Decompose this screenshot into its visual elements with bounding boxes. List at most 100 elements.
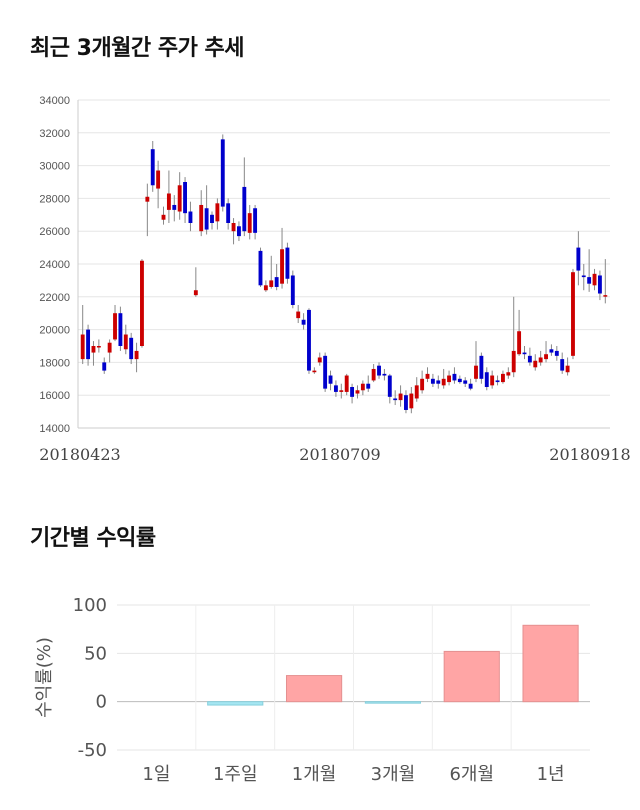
- candle-body: [301, 319, 306, 325]
- candle-body: [377, 365, 381, 376]
- candle-body: [328, 375, 333, 384]
- candle-body: [587, 277, 592, 284]
- candlestick-chart: 14000 16000 18000 20000 22000 24000 26000 28000…: [39, 95, 630, 464]
- candle-body: [156, 170, 161, 189]
- candle-body: [414, 385, 419, 399]
- candle-body: [231, 223, 236, 232]
- return-bar: [443, 650, 500, 703]
- x-tick-label: 1일: [142, 764, 170, 785]
- candle-body: [199, 204, 204, 232]
- candle-body: [517, 331, 522, 355]
- candle-body: [522, 352, 527, 355]
- candle-body: [317, 357, 322, 363]
- y-axis-label: 수익률(%): [34, 637, 55, 718]
- candle-body: [495, 380, 500, 383]
- candle-body: [312, 370, 317, 373]
- candle-body: [80, 334, 85, 360]
- candle-body: [452, 373, 457, 381]
- candle-body: [118, 313, 123, 346]
- y-tick-label: 26000: [39, 226, 70, 238]
- candle-body: [107, 342, 112, 353]
- candle-body: [360, 383, 365, 391]
- x-tick-label: 20180918: [549, 445, 630, 464]
- candle-body: [355, 390, 360, 394]
- candle-body: [96, 346, 101, 348]
- candle-body: [425, 373, 430, 379]
- candle-body: [86, 329, 91, 360]
- candle-body: [581, 275, 586, 278]
- candle-body: [350, 387, 355, 397]
- candle-body: [274, 277, 279, 287]
- candle-body: [183, 182, 188, 214]
- candle-body: [150, 149, 155, 186]
- candle-body: [226, 203, 231, 223]
- y-tick-label: 18000: [39, 357, 70, 369]
- candle-body: [123, 334, 128, 350]
- candle-body: [463, 380, 468, 384]
- candle-body: [220, 139, 225, 207]
- candle-body: [576, 247, 581, 271]
- candle-body: [242, 186, 247, 232]
- y-tick-label: 30000: [39, 161, 70, 173]
- candle-body: [382, 373, 387, 376]
- candle-body: [597, 275, 602, 294]
- candle-body: [565, 365, 570, 373]
- candle-body: [210, 214, 214, 223]
- candle-body: [134, 350, 139, 360]
- candle-body: [113, 313, 117, 340]
- period-return-title: 기간별 수익률: [30, 526, 156, 551]
- candle-body: [285, 247, 290, 279]
- x-tick-label: 6개월: [449, 764, 494, 785]
- candle-body: [409, 393, 414, 409]
- candle-body: [333, 385, 338, 392]
- y-tick-label: 24000: [39, 259, 70, 271]
- y-tick-label: 34000: [39, 95, 70, 107]
- candle-body: [420, 378, 425, 391]
- candle-body: [527, 355, 532, 363]
- x-tick-label: 20180709: [299, 445, 380, 464]
- candle-body: [193, 290, 198, 296]
- y-tick-label: 50: [84, 643, 107, 664]
- candle-body: [145, 196, 150, 202]
- candle-body: [263, 285, 268, 291]
- candle-body: [538, 357, 543, 363]
- candle-body: [253, 208, 258, 233]
- candle-body: [140, 260, 144, 346]
- x-tick-label: 1주일: [213, 764, 258, 785]
- candle-body: [280, 249, 284, 284]
- candle-body: [215, 203, 220, 222]
- candle-body: [172, 204, 177, 210]
- candle-body: [554, 350, 559, 356]
- candle-body: [468, 383, 473, 389]
- candle-body: [323, 355, 328, 389]
- candle-body: [533, 360, 538, 368]
- return-bar: [207, 701, 264, 706]
- y-tick-label: 100: [73, 595, 107, 616]
- candle-body: [506, 372, 511, 376]
- period-return-chart: -50 0 50 100 1일 1주일 1개월 3개월 6개월 1년 수익률(%): [34, 595, 590, 785]
- candle-body: [592, 273, 597, 286]
- y-tick-label: 22000: [39, 292, 70, 304]
- x-tick-label: 1개월: [292, 764, 337, 785]
- candle-body: [404, 395, 408, 410]
- y-tick-label: 20000: [39, 325, 70, 337]
- return-bar: [364, 701, 422, 704]
- candle-body: [571, 272, 575, 356]
- candle-body: [307, 309, 311, 371]
- candle-body: [511, 350, 516, 373]
- candle-body: [490, 375, 495, 386]
- x-tick-label: 20180423: [39, 445, 120, 464]
- candle-body: [102, 362, 107, 371]
- candle-body: [484, 372, 489, 387]
- candle-body: [296, 311, 301, 319]
- y-tick-label: 0: [96, 692, 107, 713]
- y-tick-label: 16000: [39, 390, 70, 402]
- candle-body: [436, 380, 441, 384]
- candle-body: [398, 393, 403, 401]
- candle-body: [247, 213, 252, 233]
- candle-body: [447, 375, 452, 383]
- candle-body: [393, 398, 398, 401]
- candle-body: [371, 368, 376, 381]
- candle-body: [479, 355, 484, 379]
- x-tick-label: 3개월: [371, 764, 416, 785]
